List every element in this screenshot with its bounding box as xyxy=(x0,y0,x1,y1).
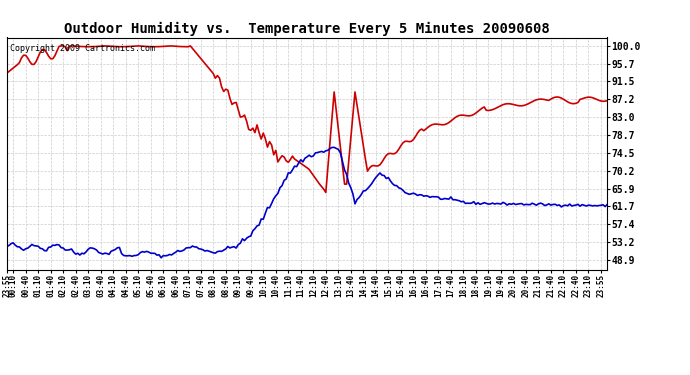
Text: Copyright 2009 Cartronics.com: Copyright 2009 Cartronics.com xyxy=(10,45,155,54)
Title: Outdoor Humidity vs.  Temperature Every 5 Minutes 20090608: Outdoor Humidity vs. Temperature Every 5… xyxy=(64,22,550,36)
